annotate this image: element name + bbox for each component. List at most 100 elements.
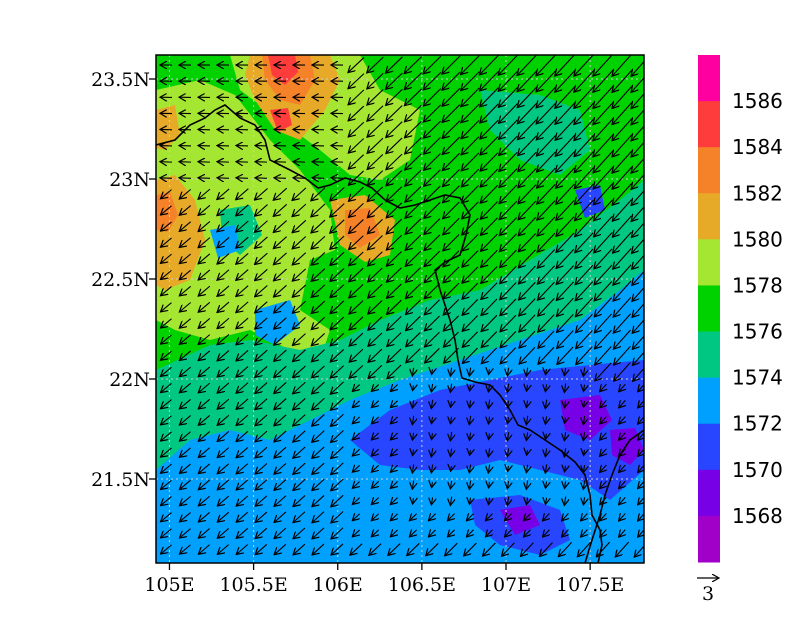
- wind-vector: [390, 449, 397, 456]
- wind-vector: [575, 297, 594, 317]
- wind-vector: [412, 415, 413, 425]
- wind-vector: [386, 121, 403, 138]
- colorbar: 1586 1584 1582 1580 1578 1576 1574 1572 1570 1568: [698, 55, 783, 563]
- wind-vector: [615, 541, 630, 557]
- wind-vector: [293, 495, 306, 507]
- wind-vector: [274, 365, 287, 377]
- wind-vector: [292, 300, 306, 313]
- wind-vector: [198, 178, 211, 179]
- wind-vector: [424, 136, 441, 154]
- wind-vector: [273, 236, 287, 249]
- wind-vector: [612, 69, 633, 92]
- wind-vector: [255, 398, 268, 410]
- wind-vector: [386, 105, 403, 121]
- wind-vector: [161, 383, 172, 392]
- colorbar-swatch: [698, 469, 720, 517]
- colorbar-swatch: [698, 55, 720, 102]
- wind-vector: [367, 105, 384, 121]
- wind-vector: [161, 221, 172, 231]
- wind-vector: [480, 87, 499, 107]
- wind-vector: [330, 365, 345, 378]
- wind-vector: [619, 449, 626, 456]
- wind-vector: [330, 397, 344, 410]
- wind-vector: [481, 233, 498, 251]
- wind-vector: [557, 297, 574, 316]
- wind-vector: [330, 268, 345, 281]
- wind-vector: [638, 513, 644, 520]
- wind-vector: [537, 151, 556, 172]
- wind-vector: [412, 400, 413, 408]
- wind-vector: [443, 234, 460, 251]
- wind-vector: [423, 120, 441, 138]
- wind-vector: [371, 465, 378, 472]
- wind-vector: [349, 284, 364, 297]
- wind-vector: [443, 266, 460, 283]
- wind-vector: [312, 495, 325, 506]
- wind-vector: [461, 55, 480, 74]
- wind-vector: [557, 314, 574, 332]
- field-1568-c: [500, 505, 540, 535]
- wind-vector: [466, 514, 473, 521]
- wind-vector: [507, 383, 508, 393]
- wind-vector: [594, 232, 613, 252]
- wind-vector: [348, 105, 365, 121]
- wind-vector: [612, 101, 633, 124]
- wind-vector: [292, 284, 307, 297]
- wind-vector: [488, 498, 489, 505]
- wind-vector: [161, 431, 172, 441]
- wind-vector: [386, 251, 402, 267]
- wind-vector: [293, 430, 306, 442]
- wind-vector: [236, 495, 249, 506]
- wind-vector: [368, 300, 383, 314]
- wind-vector: [331, 430, 344, 442]
- wind-vector: [217, 495, 230, 506]
- wind-vector: [349, 365, 364, 378]
- wind-vector: [575, 216, 594, 236]
- wind-vector: [480, 184, 499, 203]
- colorbar-swatch: [698, 377, 720, 425]
- wind-vector: [517, 119, 537, 140]
- wind-vector: [583, 415, 584, 425]
- wind-vector: [631, 157, 644, 173]
- wind-vector: [450, 431, 451, 441]
- wind-vector: [367, 218, 383, 233]
- wind-vector: [292, 317, 306, 329]
- wind-vector: [409, 514, 416, 521]
- wind-vector: [486, 514, 493, 521]
- wind-vector: [161, 269, 172, 279]
- wind-vector: [526, 480, 527, 489]
- wind-vector: [390, 498, 397, 505]
- wind-vector: [521, 542, 534, 557]
- wind-vector: [499, 233, 517, 252]
- wind-vector: [255, 301, 268, 313]
- wind-vector: [536, 135, 556, 156]
- wind-vector: [274, 543, 287, 554]
- wind-vector: [236, 398, 249, 409]
- wind-vector: [536, 102, 557, 124]
- wind-vector: [442, 120, 461, 139]
- wind-vector: [311, 365, 325, 378]
- wind-vector: [352, 385, 359, 392]
- wind-vector: [574, 102, 595, 124]
- wind-vector: [575, 232, 594, 253]
- wind-vector: [390, 481, 397, 488]
- field-1570-main: [350, 360, 644, 500]
- wind-vector: [518, 168, 537, 187]
- wind-vector: [274, 527, 287, 539]
- wind-vector: [255, 333, 268, 345]
- wind-vector: [594, 297, 613, 317]
- wind-vector: [405, 121, 422, 137]
- wind-vector: [583, 401, 584, 407]
- wind-vector: [406, 348, 421, 363]
- wind-vector: [331, 527, 344, 539]
- wind-vector: [273, 187, 288, 200]
- wind-vector: [348, 186, 364, 201]
- wind-vector: [545, 416, 546, 424]
- wind-vector: [198, 366, 211, 377]
- wind-vector: [198, 447, 211, 458]
- wind-vector: [348, 89, 365, 105]
- wind-vector: [518, 200, 537, 220]
- wind-vector: [426, 542, 439, 555]
- wind-vector: [443, 315, 460, 331]
